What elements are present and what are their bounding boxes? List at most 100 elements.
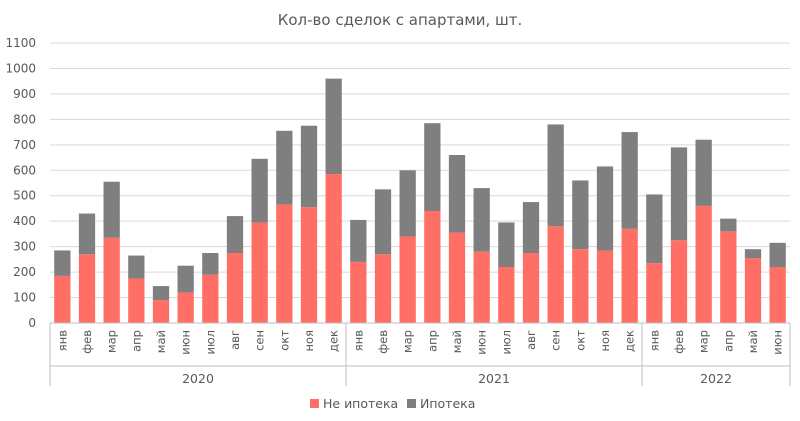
bar-segment-ipoteka <box>251 158 268 223</box>
bar-segment-ne-ipoteka <box>350 261 367 323</box>
bar-segment-ipoteka <box>769 242 786 267</box>
bar-segment-ipoteka <box>720 218 737 232</box>
y-tick-label: 100 <box>13 291 36 305</box>
gridlines <box>50 42 790 299</box>
y-tick-label: 500 <box>13 189 36 203</box>
bar-segment-ipoteka <box>448 155 466 233</box>
bar-segment-ipoteka <box>670 147 688 241</box>
x-tick-label: май <box>746 330 760 353</box>
x-tick-label: май <box>154 330 168 353</box>
bar-segment-ipoteka <box>54 250 71 276</box>
bar-segment-ipoteka <box>547 124 564 227</box>
bar-segment-ne-ipoteka <box>399 236 416 323</box>
bar-segment-ipoteka <box>276 130 293 205</box>
x-tick-label: янв <box>55 330 69 351</box>
x-tick-label: май <box>450 330 464 353</box>
bar-segment-ne-ipoteka <box>78 254 96 323</box>
legend-label: Ипотека <box>420 396 475 411</box>
y-tick-label: 0 <box>28 316 36 330</box>
bar-segment-ne-ipoteka <box>769 267 786 323</box>
bar-segment-ipoteka <box>152 286 170 301</box>
bar-segment-ne-ipoteka <box>448 232 466 323</box>
bar-segment-ipoteka <box>78 213 96 255</box>
bar-segment-ipoteka <box>424 123 441 211</box>
x-tick-label: окт <box>277 330 291 351</box>
x-tick-label: янв <box>351 330 365 351</box>
bar-segment-ne-ipoteka <box>276 204 293 323</box>
x-tick-label: сен <box>253 330 267 351</box>
bar-segment-ipoteka <box>226 216 244 253</box>
y-axis-ticks: 0 100 200 300 400 500 600 700 800 900 1000 1100 <box>5 36 36 330</box>
x-tick-label: ноя <box>302 330 316 351</box>
legend-swatch <box>310 399 319 408</box>
x-tick-label: янв <box>647 330 661 351</box>
bar-segment-ipoteka <box>399 170 416 237</box>
y-tick-label: 900 <box>13 87 36 101</box>
bar-segment-ne-ipoteka <box>621 228 638 323</box>
bar-segment-ipoteka <box>128 255 145 279</box>
bar-segment-ne-ipoteka <box>54 275 71 323</box>
bar-segment-ne-ipoteka <box>226 253 244 323</box>
x-tick-label: фев <box>80 330 94 354</box>
bar-segment-ipoteka <box>473 188 490 252</box>
bar-segment-ipoteka <box>695 139 712 206</box>
x-tick-label: мар <box>697 330 711 353</box>
bar-segment-ipoteka <box>596 166 614 251</box>
x-group-label: 2022 <box>700 371 732 386</box>
y-tick-label: 400 <box>13 214 36 228</box>
bar-segment-ne-ipoteka <box>103 237 120 323</box>
bar-segment-ipoteka <box>300 125 318 208</box>
x-axis: янв фев мар апр май июн июл авг сен окт ноя дек янв ф… <box>49 322 791 386</box>
bar-segment-ne-ipoteka <box>152 300 170 323</box>
x-tick-label: дек <box>623 330 637 352</box>
x-tick-label: апр <box>129 330 143 352</box>
x-tick-label: сен <box>549 330 563 351</box>
bar-segment-ne-ipoteka <box>720 231 737 323</box>
y-tick-label: 700 <box>13 138 36 152</box>
bar-segment-ipoteka <box>621 132 638 229</box>
bar-segment-ipoteka <box>325 78 342 175</box>
x-group-label: 2021 <box>478 371 510 386</box>
bar-segment-ne-ipoteka <box>325 174 342 323</box>
bar-segment-ipoteka <box>374 189 392 255</box>
bar-segment-ipoteka <box>498 222 515 267</box>
bar-segment-ne-ipoteka <box>744 258 762 323</box>
x-tick-label: июл <box>203 330 217 355</box>
x-tick-label: фев <box>376 330 390 354</box>
bar-segment-ipoteka <box>646 194 663 264</box>
x-tick-label: мар <box>401 330 415 353</box>
bar-segment-ipoteka <box>350 219 367 262</box>
bar-segment-ne-ipoteka <box>300 207 318 323</box>
bar-segment-ne-ipoteka <box>670 240 688 323</box>
bar-segment-ipoteka <box>744 249 762 259</box>
bar-segment-ne-ipoteka <box>202 274 219 323</box>
x-tick-label: дек <box>327 330 341 352</box>
bar-segment-ne-ipoteka <box>646 263 663 323</box>
x-tick-label: июн <box>771 330 785 355</box>
legend-label: Не ипотека <box>323 396 398 411</box>
bar-segment-ne-ipoteka <box>522 253 540 323</box>
bar-segment-ne-ipoteka <box>177 292 194 323</box>
bar-segment-ne-ipoteka <box>374 254 392 323</box>
x-group-label: 2020 <box>182 371 214 386</box>
x-tick-label: фев <box>672 330 686 354</box>
bar-segment-ne-ipoteka <box>572 249 589 323</box>
bars <box>54 78 786 323</box>
bar-segment-ne-ipoteka <box>498 267 515 323</box>
x-tick-label: апр <box>425 330 439 352</box>
y-tick-label: 300 <box>13 240 36 254</box>
bar-segment-ipoteka <box>103 181 120 238</box>
legend: Не ипотека Ипотека <box>310 396 475 411</box>
bar-segment-ipoteka <box>572 180 589 250</box>
x-tick-label: окт <box>573 330 587 351</box>
x-tick-label: мар <box>105 330 119 353</box>
y-tick-label: 1100 <box>5 36 36 50</box>
x-tick-label: апр <box>721 330 735 352</box>
y-tick-label: 600 <box>13 163 36 177</box>
bar-segment-ne-ipoteka <box>251 222 268 323</box>
y-tick-label: 1000 <box>5 61 36 75</box>
x-tick-label: авг <box>228 330 242 350</box>
bar-segment-ne-ipoteka <box>547 226 564 323</box>
y-tick-label: 800 <box>13 112 36 126</box>
